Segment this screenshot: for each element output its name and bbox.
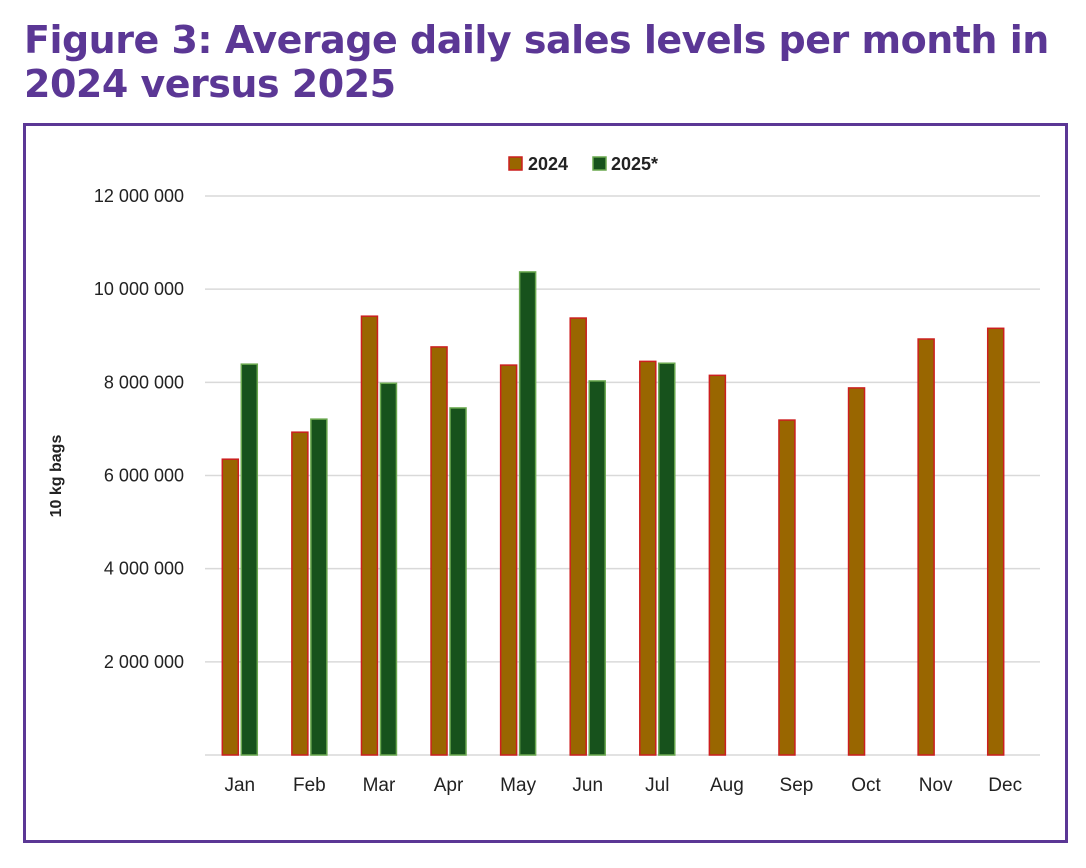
x-tick-label: Apr [434,775,464,796]
x-tick-label: May [500,775,536,796]
bar-2024-nov [917,338,935,756]
x-tick-label: Mar [363,775,396,796]
bar-2024-feb [291,431,309,756]
bar-2024-aug [708,374,727,756]
bar-2025-mar [379,382,398,756]
bar-2025-jul [658,362,676,756]
legend: 2024 2025* [508,154,658,174]
x-tick-label: Aug [710,775,744,796]
bar-2024-apr [430,346,448,756]
gridlines [205,195,1040,756]
legend-label-2025: 2025* [611,154,658,174]
x-tick-label: Sep [780,775,814,796]
figure-title: Figure 3: Average daily sales levels per… [24,18,1049,106]
y-axis-ticks: 2 000 000 4 000 000 6 000 000 8 000 000 10 0… [94,186,184,672]
x-tick-label: Dec [988,775,1022,796]
bar-2024-mar [360,315,379,756]
bars [221,271,1005,756]
y-tick-label: 12 000 000 [94,186,184,206]
bar-2024-jan [221,458,240,756]
x-tick-label: Jun [572,775,603,796]
y-tick-label: 10 000 000 [94,279,184,299]
x-tick-label: Oct [851,775,881,796]
bar-2024-oct [847,387,866,756]
bar-2024-may [499,364,518,756]
legend-swatch-2024 [508,156,523,171]
y-tick-label: 4 000 000 [104,559,184,579]
bar-2025-apr [449,407,467,756]
bar-2025-jan [240,363,259,756]
legend-label-2024: 2024 [528,154,568,174]
y-tick-label: 6 000 000 [104,466,184,486]
bar-2025-jun [588,380,606,756]
bar-2025-may [518,271,537,756]
legend-swatch-2025 [592,156,607,171]
bar-2025-feb [310,418,328,756]
y-axis-label: 10 kg bags [48,435,65,518]
x-tick-label: Feb [293,775,326,796]
x-tick-label: Nov [919,775,953,796]
x-axis-ticks: Jan Feb Mar Apr May Jun Jul Aug Sep Oct Nov Dec [224,775,1022,796]
bar-2024-sep [778,419,796,756]
x-tick-label: Jul [645,775,669,796]
chart-frame [23,123,1068,843]
bar-2024-dec [986,327,1005,756]
y-tick-label: 8 000 000 [104,372,184,392]
bar-2024-jul [639,360,657,756]
bar-2024-jun [569,317,587,756]
y-tick-label: 2 000 000 [104,652,184,672]
x-tick-label: Jan [224,775,255,796]
